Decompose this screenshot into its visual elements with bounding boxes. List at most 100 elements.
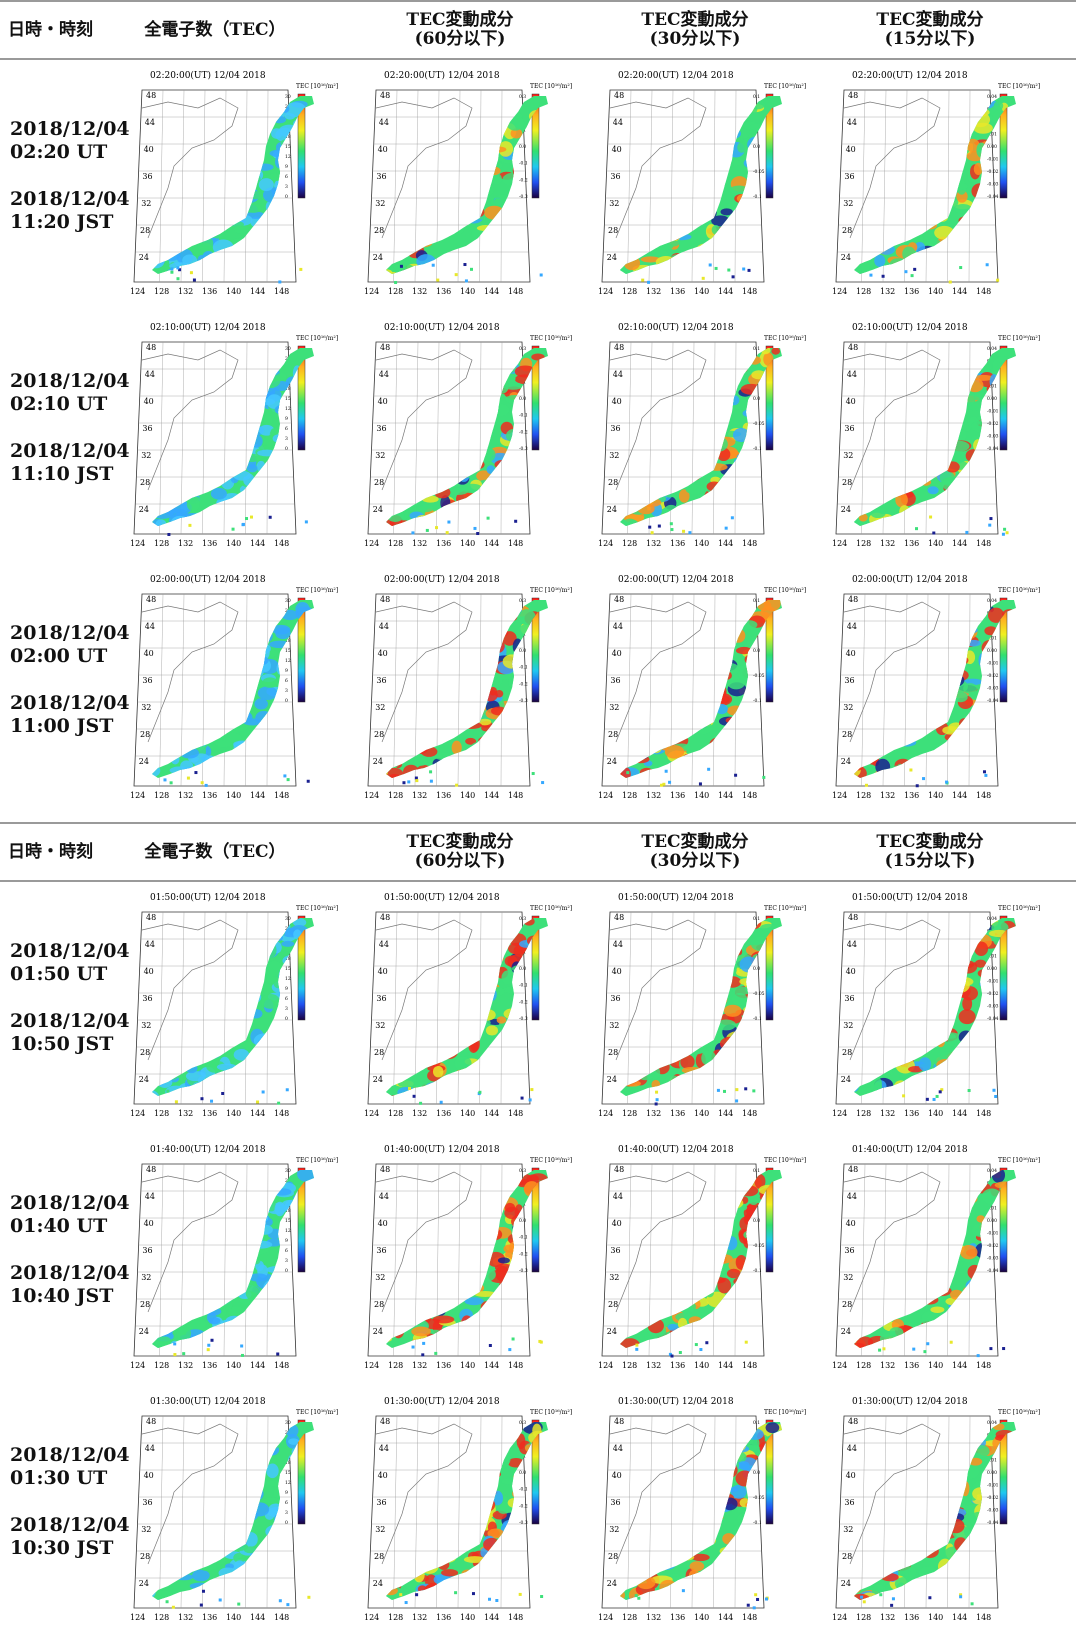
colorbar-tick: 6 — [285, 996, 288, 1002]
map-var60: 01:40:00(UT) 12/04 2018 TEC [10¹⁶/m²] 48 44… — [362, 1142, 584, 1378]
lon-label: 140 — [226, 791, 241, 800]
lon-label: 140 — [460, 287, 475, 296]
colorbar-tick: -0.04 — [987, 1016, 999, 1022]
lat-label: 36 — [376, 676, 386, 685]
lat-label: 48 — [146, 343, 156, 352]
lon-label: 140 — [694, 287, 709, 296]
lat-label: 24 — [373, 757, 383, 766]
lon-label: 128 — [856, 1613, 871, 1622]
lat-label: 24 — [841, 1075, 851, 1084]
lat-label: 48 — [146, 91, 156, 100]
lat-label: 44 — [613, 1444, 623, 1453]
map-unit-label: TEC [10¹⁶/m²] — [296, 905, 338, 912]
ut-time: 02:00 UT — [10, 645, 108, 667]
map-tec: 01:30:00(UT) 12/04 2018 TEC [10¹⁶/m²] 48 44… — [128, 1394, 350, 1630]
header-datetime-label: 日時・時刻 — [8, 19, 93, 40]
lat-label: 40 — [378, 145, 388, 154]
lon-label: 128 — [622, 1361, 637, 1370]
lat-label: 32 — [609, 1021, 619, 1030]
lon-label: 124 — [832, 791, 847, 800]
header-var60: TEC変動成分 (60分以下) — [360, 824, 560, 880]
map-title: 02:10:00(UT) 12/04 2018 — [852, 322, 968, 333]
tec-map: 02:00:00(UT) 12/04 2018 TEC [10¹⁶/m²] 48 44… — [832, 574, 1040, 800]
lat-label: 28 — [374, 1048, 384, 1057]
colorbar-tick: 0.0 — [519, 966, 526, 972]
lon-label: 140 — [694, 1613, 709, 1622]
colorbar-tick: 0.0 — [519, 144, 526, 150]
colorbar-tick: -0.3 — [519, 1016, 528, 1022]
map-var30: 02:10:00(UT) 12/04 2018 TEC [10¹⁶/m²] 48 44… — [596, 320, 818, 556]
colorbar-tick: -0.03 — [987, 1508, 999, 1514]
lat-label: 36 — [610, 994, 620, 1003]
time-row: 2018/12/04 02:20 UT 2018/12/04 11:20 JST 02:… — [0, 60, 1076, 312]
tec-map: 01:50:00(UT) 12/04 2018 TEC [10¹⁶/m²] 48 44… — [130, 892, 338, 1118]
lat-label: 32 — [843, 199, 853, 208]
lon-label: 148 — [742, 287, 757, 296]
lon-label: 148 — [976, 1613, 991, 1622]
lon-label: 136 — [436, 539, 451, 548]
colorbar-tick: 0.00 — [987, 966, 997, 972]
map-title: 02:10:00(UT) 12/04 2018 — [150, 322, 266, 333]
lat-label: 28 — [140, 226, 150, 235]
lon-label: 140 — [694, 1361, 709, 1370]
lat-label: 40 — [612, 967, 622, 976]
jst-date: 2018/12/04 — [10, 1514, 130, 1536]
colorbar-tick: -0.03 — [987, 1256, 999, 1262]
lat-label: 48 — [146, 1165, 156, 1174]
lon-label: 132 — [646, 287, 661, 296]
tec-map: 01:40:00(UT) 12/04 2018 TEC [10¹⁶/m²] 48 44… — [832, 1144, 1040, 1370]
map-title: 02:20:00(UT) 12/04 2018 — [384, 70, 500, 81]
colorbar-tick: 6 — [285, 1248, 288, 1254]
map-title: 01:40:00(UT) 12/04 2018 — [852, 1144, 968, 1155]
map-var15: 01:30:00(UT) 12/04 2018 TEC [10¹⁶/m²] 48 44… — [830, 1394, 1052, 1630]
colorbar-tick: 18 — [285, 956, 291, 962]
lon-label: 148 — [274, 539, 289, 548]
tec-map: 01:40:00(UT) 12/04 2018 TEC [10¹⁶/m²] 48 44… — [364, 1144, 572, 1370]
colorbar-tick: 0.1 — [753, 346, 760, 352]
colorbar-tick: -0.1 — [753, 1520, 762, 1526]
lat-label: 28 — [608, 478, 618, 487]
lon-label: 128 — [388, 1613, 403, 1622]
table-header: 日時・時刻 全電子数（TEC） TEC変動成分 (60分以下) TEC変動成分 (3… — [0, 0, 1076, 60]
colorbar-tick: 15 — [285, 1218, 291, 1224]
map-title: 01:50:00(UT) 12/04 2018 — [852, 892, 968, 903]
lon-label: 136 — [670, 1613, 685, 1622]
colorbar-tick: 0.3 — [519, 1420, 526, 1426]
tec-map: 01:30:00(UT) 12/04 2018 TEC [10¹⁶/m²] 48 44… — [130, 1396, 338, 1622]
colorbar-tick: 0.0 — [753, 1470, 760, 1476]
colorbar-tick: -0.3 — [519, 446, 528, 452]
lon-label: 124 — [598, 1613, 613, 1622]
lon-label: 124 — [598, 1109, 613, 1118]
colorbar-tick: 15 — [285, 966, 291, 972]
lat-label: 24 — [607, 757, 617, 766]
header-var30: TEC変動成分 (30分以下) — [595, 2, 795, 58]
lon-label: 140 — [928, 791, 943, 800]
colorbar-tick: -0.01 — [987, 661, 999, 667]
lon-label: 140 — [460, 791, 475, 800]
lat-label: 32 — [609, 1273, 619, 1282]
lon-label: 124 — [364, 1109, 379, 1118]
jst-date: 2018/12/04 — [10, 440, 130, 462]
lat-label: 40 — [144, 397, 154, 406]
lat-label: 36 — [610, 1498, 620, 1507]
lon-label: 124 — [832, 1613, 847, 1622]
lon-label: 140 — [226, 287, 241, 296]
colorbar-tick: 9 — [285, 1238, 288, 1244]
lat-label: 24 — [607, 1327, 617, 1336]
map-var30: 01:40:00(UT) 12/04 2018 TEC [10¹⁶/m²] 48 44… — [596, 1142, 818, 1378]
lat-label: 36 — [376, 1246, 386, 1255]
lon-label: 144 — [250, 1109, 265, 1118]
lat-label: 32 — [843, 703, 853, 712]
lon-label: 132 — [880, 1109, 895, 1118]
colorbar-tick: -0.2 — [519, 1251, 528, 1257]
lat-label: 40 — [612, 1471, 622, 1480]
header-var60-sub: (60分以下) — [414, 851, 506, 871]
header-var30-sub: (30分以下) — [649, 29, 741, 49]
ut-date: 2018/12/04 — [10, 370, 130, 392]
colorbar-tick: -0.04 — [987, 194, 999, 200]
colorbar-tick: -0.02 — [987, 673, 999, 679]
colorbar-tick: 9 — [285, 164, 288, 170]
colorbar-tick: 6 — [285, 678, 288, 684]
colorbar-tick: 15 — [285, 1470, 291, 1476]
lon-label: 136 — [202, 1613, 217, 1622]
